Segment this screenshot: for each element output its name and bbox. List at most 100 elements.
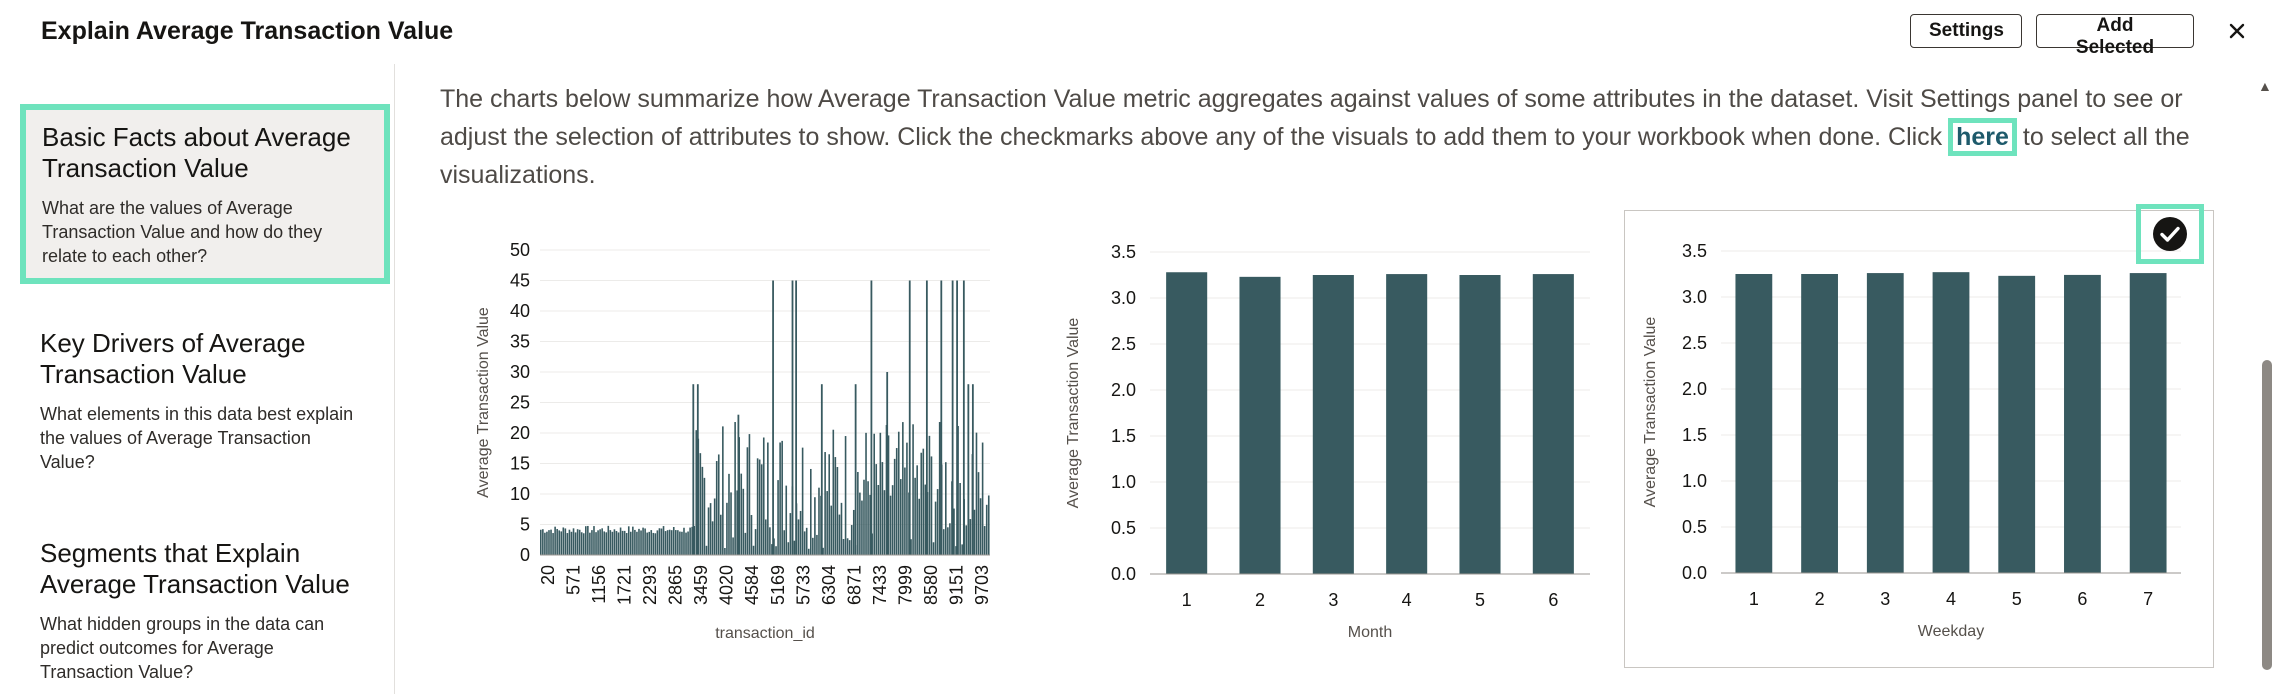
chart-bar [822, 547, 824, 555]
chart-bar [630, 531, 632, 555]
close-icon[interactable] [2222, 16, 2252, 46]
chart-bar [554, 526, 556, 555]
chart-bar [795, 280, 798, 555]
chart-bar [679, 531, 681, 555]
chart-month-svg: 0.0 0.5 1.0 1.5 2.0 2.5 3.0 3.5 1 2 3 4 5 6 Month Avera… [1065, 242, 1590, 641]
sidebar-item-key-drivers[interactable]: Key Drivers of Average Transaction Value… [20, 314, 390, 488]
x-tick-label: 4020 [717, 565, 737, 605]
chart-bar [654, 533, 657, 555]
chart-bar [587, 525, 589, 555]
chart-bar [953, 508, 955, 555]
chart-bar [699, 453, 702, 555]
chart-bar [771, 544, 773, 555]
select-chart-checkmark[interactable] [2136, 204, 2204, 264]
checkmark-icon [2153, 217, 2187, 251]
chart-bar [906, 442, 908, 555]
chart-bar [799, 510, 802, 555]
chart-bar [693, 525, 696, 555]
chart-month[interactable]: 0.0 0.5 1.0 1.5 2.0 2.5 3.0 3.5 1 2 3 4 5 6 Month Avera… [1050, 210, 1610, 670]
chart-bar [801, 447, 804, 555]
chart-bar [928, 435, 931, 555]
chart-bar [720, 514, 722, 555]
chart-bar [736, 490, 738, 555]
x-tick-label: 6871 [844, 565, 864, 605]
chart-bar [985, 504, 988, 555]
chart-bar [775, 546, 777, 555]
chart-bar [897, 431, 900, 555]
chart-bar [805, 527, 808, 555]
chart-bar [744, 532, 747, 555]
chart-bar [932, 542, 935, 555]
intro-text: The charts below summarize how Average T… [440, 80, 2230, 194]
chart-bar [977, 472, 980, 555]
chart-bar [857, 471, 859, 555]
y-tick-label: 3.5 [1111, 242, 1136, 262]
x-tick-label: 2865 [666, 565, 686, 605]
chart-bar [705, 545, 708, 555]
chart-weekday[interactable]: 0.0 0.5 1.0 1.5 2.0 2.5 3.0 3.5 1 2 3 4 5 6 7 Weekday Av… [1624, 210, 2214, 668]
x-tick-label: 20 [538, 565, 558, 585]
chart-bar [681, 531, 683, 555]
chart-bar [601, 528, 603, 555]
chart-bar [2129, 273, 2167, 573]
chart-bar [912, 424, 914, 555]
chart-bar [689, 527, 691, 555]
chart-bar [726, 502, 728, 555]
sidebar-item-basic-facts[interactable]: Basic Facts about Average Transaction Va… [20, 104, 390, 284]
scrollbar-thumb[interactable] [2262, 360, 2272, 670]
chart-bar [593, 526, 595, 555]
chart-bar [957, 425, 959, 555]
chart-bar [793, 540, 796, 555]
chart-bar [560, 531, 563, 555]
chart-bar [658, 528, 661, 555]
chart-bar [662, 526, 665, 555]
chart-bar [846, 538, 849, 555]
x-tick-label: 9703 [972, 565, 992, 605]
chart-bar [934, 501, 937, 555]
select-all-link[interactable]: here [1948, 118, 2017, 156]
y-tick-label: 0.5 [1682, 517, 1707, 537]
chart-bar [544, 532, 546, 555]
chart-bar [920, 452, 923, 555]
chart-bar [2064, 274, 2101, 573]
chart-bar [818, 487, 820, 555]
chart-bar [1166, 272, 1208, 574]
scroll-up-icon[interactable]: ▲ [2258, 78, 2272, 94]
chart-bar [773, 538, 775, 555]
chart-bar [900, 479, 902, 555]
y-tick-label: 3.0 [1111, 288, 1136, 308]
sidebar-item-desc: What are the values of Average Transacti… [42, 198, 323, 266]
chart-bar [789, 513, 792, 555]
chart-bar [683, 527, 685, 555]
sidebar-item-title: Basic Facts about Average Transaction Va… [42, 122, 351, 183]
add-selected-button[interactable]: Add Selected [2036, 14, 2194, 58]
chart-transaction-id[interactable]: 0 5 10 15 20 25 30 35 40 45 50 20 571 1156 1721 2293 286… [460, 210, 1000, 670]
chart-bar [611, 531, 614, 555]
chart-bar [675, 530, 677, 555]
chart-bar [746, 447, 749, 555]
chart-bar [1998, 275, 2036, 573]
x-tick-label: 8580 [921, 565, 941, 605]
chart-bar [925, 280, 928, 555]
sidebar-item-title: Key Drivers of Average Transaction Value [40, 328, 306, 389]
chart-bar [632, 526, 634, 555]
settings-button[interactable]: Settings [1910, 14, 2022, 48]
chart-bar [742, 488, 745, 555]
chart-bar [769, 527, 771, 555]
chart-bar [883, 490, 886, 555]
y-tick-label: 2.5 [1682, 333, 1707, 353]
chart-bar [696, 384, 699, 555]
sidebar-item-segments[interactable]: Segments that Explain Average Transactio… [20, 524, 390, 698]
chart-bar [834, 457, 837, 555]
chart-bar [869, 494, 871, 555]
chart-bar [734, 422, 736, 555]
chart-bar [623, 530, 626, 555]
y-tick-label: 1.5 [1682, 425, 1707, 445]
chart-bar [969, 519, 972, 555]
chart-bar [715, 461, 718, 555]
chart-bar [570, 531, 573, 555]
chart-bar [540, 529, 542, 555]
chart-bar [728, 473, 730, 555]
x-tick-label: 6304 [819, 565, 839, 605]
chart-bar [955, 546, 957, 555]
